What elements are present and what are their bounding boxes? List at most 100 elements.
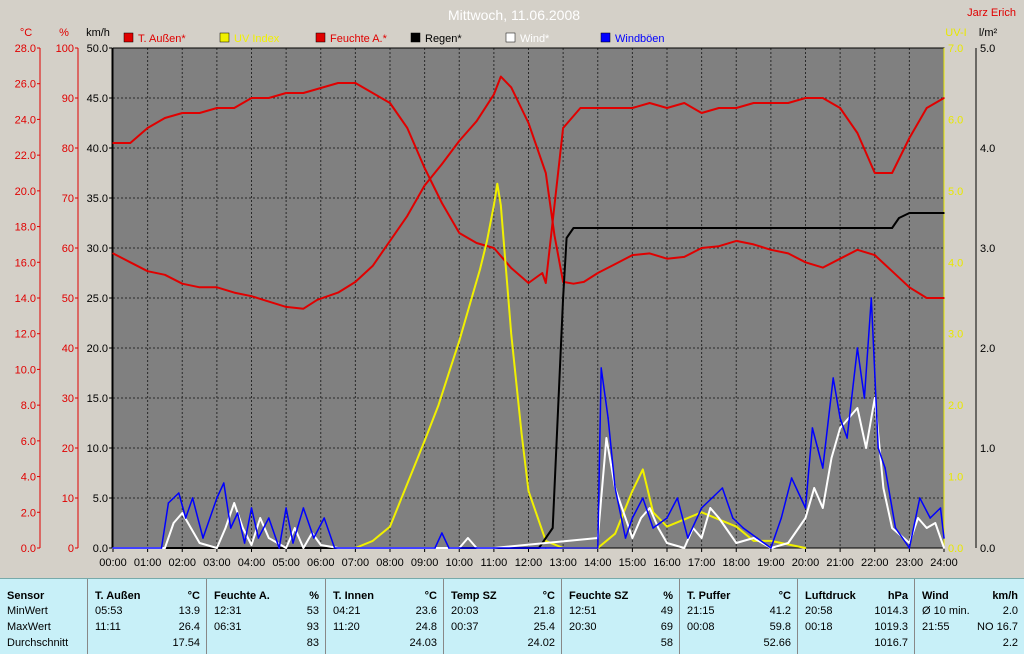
- data-point: [700, 112, 703, 114]
- data-point: [891, 527, 893, 529]
- data-point: [389, 525, 391, 528]
- data-point: [285, 306, 287, 308]
- data-point: [683, 102, 686, 104]
- data-point: [683, 256, 686, 258]
- data-point: [112, 547, 114, 549]
- data-point: [423, 167, 426, 169]
- data-point: [770, 249, 772, 251]
- x-tick-label: 01:00: [134, 557, 162, 569]
- data-point: [198, 286, 201, 289]
- stats-labels: Sensor MinWert MaxWert Durchschnitt: [0, 579, 88, 654]
- data-point: [600, 367, 602, 369]
- legend-label: Windböen: [615, 33, 665, 45]
- y-tick-label: 0.0: [948, 543, 963, 555]
- data-point: [479, 268, 481, 271]
- data-point: [687, 537, 689, 539]
- weather-chart: 00:00 01:00 02:00 03:00 04:00 05:00 06:00 07:00…: [15, 7, 1016, 569]
- x-tick-label: 10:00: [445, 557, 473, 569]
- data-point: [666, 257, 668, 260]
- data-point: [846, 437, 848, 439]
- stats-min-time: 04:21: [333, 605, 361, 617]
- legend-label: Regen*: [425, 33, 462, 45]
- legend-label: Feuchte A.*: [330, 33, 388, 45]
- data-point: [268, 300, 270, 303]
- data-point: [925, 107, 928, 109]
- data-point: [908, 286, 911, 289]
- stats-min-value: 23.6: [415, 605, 437, 617]
- data-point: [493, 204, 495, 206]
- data-point: [406, 215, 409, 217]
- x-tick-label: 19:00: [757, 557, 785, 569]
- stats-unit: %: [309, 590, 319, 602]
- y-tick-label: 1.0: [948, 472, 963, 484]
- data-point: [316, 299, 319, 301]
- stats-title: Luftdruck: [805, 590, 856, 602]
- y-tick-label: 28.0: [15, 43, 36, 55]
- data-point: [631, 537, 634, 539]
- y-axis-unit: UV-I: [945, 27, 966, 39]
- data-point: [160, 547, 163, 549]
- maxwert-label: MaxWert: [7, 621, 51, 633]
- data-point: [870, 297, 873, 299]
- data-point: [787, 102, 789, 104]
- stats-panel: Sensor MinWert MaxWert Durchschnitt T. A…: [0, 578, 1024, 654]
- data-point: [320, 87, 322, 89]
- data-point: [832, 377, 834, 379]
- data-point: [884, 467, 886, 469]
- x-tick-label: 23:00: [896, 557, 924, 569]
- data-point: [804, 547, 807, 549]
- data-point: [891, 172, 893, 174]
- data-point: [337, 291, 339, 294]
- data-point: [458, 340, 461, 342]
- x-tick-label: 00:00: [99, 557, 127, 569]
- data-point: [164, 547, 166, 549]
- y-tick-label: 20.0: [15, 186, 36, 198]
- stats-unit: km/h: [992, 590, 1018, 602]
- stats-max-value: NO 16.7: [977, 621, 1018, 633]
- data-point: [333, 547, 336, 549]
- data-point: [787, 542, 789, 544]
- data-point: [721, 487, 724, 489]
- stats-average: 24.02: [527, 637, 555, 649]
- y-tick-label: 26.0: [15, 79, 36, 91]
- y-tick-label: 100: [56, 43, 74, 55]
- data-point: [354, 82, 357, 84]
- sensor-label: Sensor: [7, 590, 45, 602]
- data-point: [216, 107, 218, 109]
- data-point: [614, 487, 616, 489]
- stats-column: Feuchte A.% 12:31 53 06:31 93 83: [206, 579, 326, 654]
- stats-min-value: 2.0: [1002, 605, 1018, 617]
- data-point: [752, 537, 755, 539]
- data-point: [839, 257, 841, 260]
- legend-swatch: [123, 32, 134, 43]
- y-tick-label: 2.0: [980, 343, 995, 355]
- stats-max-value: 93: [306, 621, 319, 633]
- data-point: [202, 537, 204, 539]
- data-point: [223, 482, 225, 484]
- data-point: [652, 527, 654, 529]
- data-point: [553, 234, 556, 237]
- y-tick-label: 0.0: [93, 543, 108, 555]
- stats-title: T. Puffer: [687, 590, 731, 602]
- y-tick-label: 30: [62, 393, 74, 405]
- y-tick-label: 3.0: [980, 243, 995, 255]
- data-point: [242, 527, 244, 529]
- stats-average: 58: [660, 637, 673, 649]
- data-point: [486, 240, 488, 242]
- stats-average: 24.03: [409, 637, 437, 649]
- data-point: [756, 537, 758, 539]
- x-tick-label: 18:00: [722, 557, 750, 569]
- data-point: [752, 540, 755, 542]
- data-point: [164, 274, 166, 276]
- data-point: [631, 517, 634, 519]
- data-point: [475, 242, 478, 244]
- data-point: [233, 107, 235, 109]
- data-point: [856, 132, 859, 134]
- stats-min-time: 20:03: [451, 605, 479, 617]
- data-point: [787, 252, 789, 255]
- data-point: [278, 547, 281, 549]
- stats-average: 52.66: [763, 637, 791, 649]
- stats-unit: %: [663, 590, 673, 602]
- data-point: [527, 282, 530, 284]
- data-point: [216, 497, 218, 499]
